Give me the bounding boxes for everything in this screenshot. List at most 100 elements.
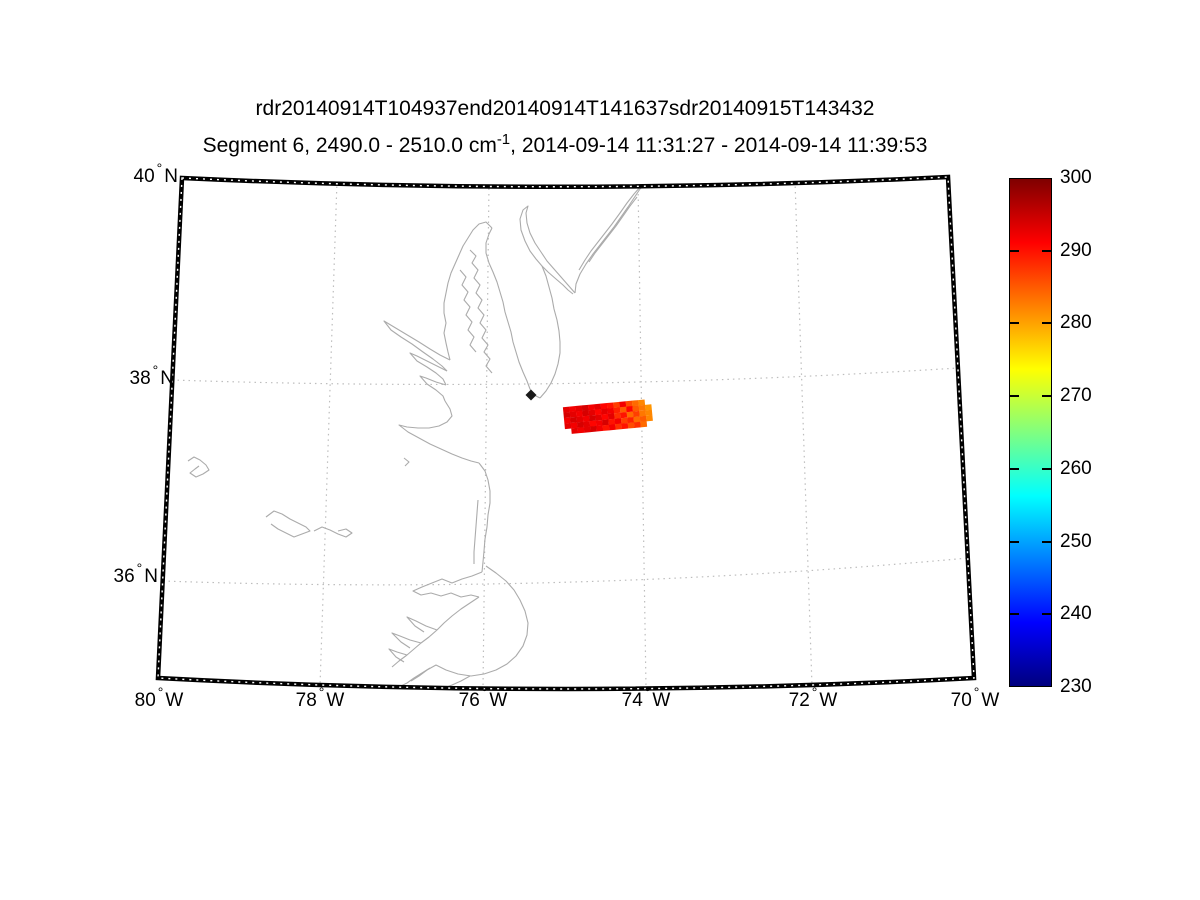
coastline-segment [388, 648, 408, 663]
swath-cell [564, 422, 572, 430]
lon-tick-label: 74 ° W [606, 684, 686, 712]
colorbar-tick-label: 240 [1060, 603, 1092, 625]
degree-symbol: ° [156, 160, 163, 176]
swath-cell [627, 422, 635, 429]
swath-cell [601, 413, 609, 421]
swath-cell [569, 411, 577, 418]
swath-cell [632, 405, 640, 412]
degree-symbol: ° [644, 684, 651, 700]
lon-tick-label: 78 ° W [280, 684, 360, 712]
lon-tick-value: 76 [458, 690, 480, 711]
swath-cell [638, 399, 646, 406]
colorbar-tick-label: 290 [1060, 239, 1092, 261]
swath-cell [570, 422, 578, 429]
coastline-segment [419, 375, 447, 402]
colorbar-tick-mark [1042, 613, 1051, 616]
coastline [187, 179, 649, 689]
coastline-segment [574, 179, 649, 294]
swath-cell [588, 409, 596, 416]
swath-cell [638, 404, 646, 412]
coastline-segment [459, 269, 477, 353]
swath-cell [632, 410, 640, 418]
swath-cell [614, 412, 622, 419]
degree-symbol: ° [481, 684, 488, 700]
swath-cell [595, 419, 603, 427]
swath-cell [594, 409, 602, 416]
swath-cell [645, 409, 653, 416]
coastline-segment [473, 499, 479, 564]
lon-tick-value: 78 [295, 690, 317, 711]
swath-cell [594, 403, 602, 410]
figure-subtitle: Segment 6, 2490.0 - 2510.0 cm-1, 2014-09… [115, 131, 1015, 158]
coastline-segment [519, 205, 576, 295]
hemisphere-letter: N [160, 368, 174, 389]
coastline-segment [398, 667, 431, 688]
swath-cell [633, 416, 641, 423]
hemisphere-letter: N [144, 566, 158, 587]
degree-symbol: ° [152, 362, 159, 378]
swath-cell [633, 421, 641, 428]
lon-tick-label: 72 ° W [773, 684, 853, 712]
data-swath [562, 399, 653, 434]
degree-symbol: ° [318, 684, 325, 700]
swath-cell [620, 412, 628, 419]
lon-tick-value: 72 [788, 690, 810, 711]
coastline-segment [412, 571, 483, 598]
swath-cell [626, 406, 634, 413]
coastline-segment [478, 462, 491, 573]
lat-tick-label: 38 ° N [94, 362, 174, 390]
swath-cell [613, 401, 621, 409]
hemisphere-letter: W [819, 690, 838, 711]
location-marker-icon [525, 389, 537, 401]
swath-cell [645, 415, 653, 422]
coastline-segment [443, 221, 493, 361]
swath-cell [614, 418, 622, 425]
swath-cell [576, 421, 584, 428]
swath-cell [588, 415, 596, 422]
coastline-segment [391, 632, 422, 649]
hemisphere-letter: W [652, 690, 671, 711]
lat-tick-label: 36 ° N [78, 560, 158, 588]
colorbar-tick-mark [1010, 249, 1019, 252]
parallel-36n [162, 557, 969, 586]
colorbar-tick-mark [1010, 395, 1019, 398]
swath-cell [607, 413, 615, 420]
swath-cell [625, 400, 633, 407]
colorbar-tick-label: 230 [1060, 676, 1092, 697]
colorbar-tick-label: 270 [1060, 385, 1092, 407]
swath-cell [626, 411, 634, 418]
colorbar-tick-label: 250 [1060, 530, 1092, 552]
subtitle-prefix: Segment 6, 2490.0 - 2510.0 cm [202, 134, 497, 157]
colorbar-tick-label: 280 [1060, 312, 1092, 334]
swath-cell [606, 402, 614, 409]
lat-tick-value: 40 [133, 166, 155, 187]
swath-cell [563, 417, 571, 424]
swath-cell [582, 415, 590, 422]
colorbar-tick-mark [1042, 322, 1051, 325]
colorbar-tick-mark [1042, 395, 1051, 398]
lon-tick-label: 80 ° W [119, 684, 199, 712]
map-background [158, 177, 974, 689]
swath-cell [569, 406, 577, 413]
swath-cell [583, 421, 591, 428]
degree-symbol: ° [973, 684, 980, 700]
swath-cell [620, 417, 628, 424]
hemisphere-letter: W [981, 690, 1000, 711]
swath-cell [615, 423, 623, 430]
coastline-segment [578, 185, 642, 271]
coastline-segment [406, 616, 438, 633]
swath-cell [583, 426, 591, 433]
coastline-segment [469, 249, 493, 374]
colorbar-tick-mark [1010, 322, 1019, 325]
swath-cell [627, 416, 635, 424]
swath-cell [562, 406, 570, 413]
lat-tick-value: 36 [113, 566, 135, 587]
colorbar [1009, 178, 1052, 687]
swath-cell [619, 401, 627, 408]
lon-tick-label: 76 ° W [443, 684, 523, 712]
colorbar-tick-mark [1042, 249, 1051, 252]
coastline-segment [539, 265, 561, 399]
swath-cell [589, 420, 597, 427]
